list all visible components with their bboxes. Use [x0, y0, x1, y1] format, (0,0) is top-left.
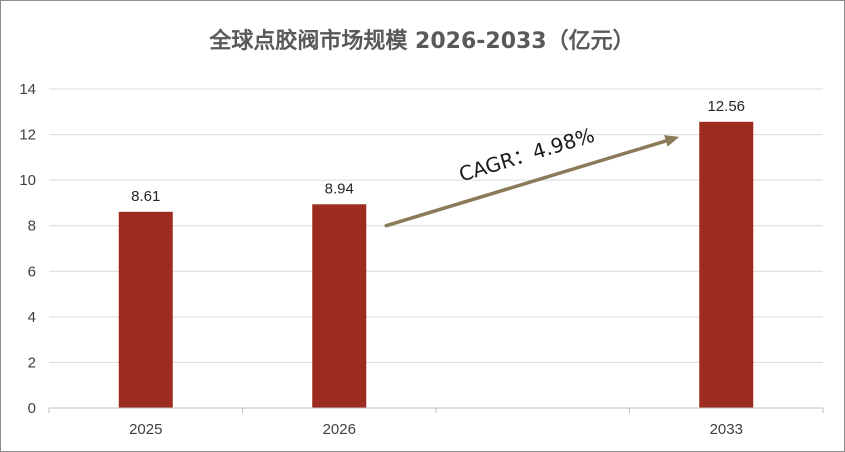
y-tick-label: 0	[28, 400, 36, 417]
chart-title: 全球点胶阀市场规模 2026-2033（亿元）	[208, 28, 634, 54]
y-tick-label: 10	[19, 172, 36, 189]
y-tick-label: 14	[19, 81, 36, 98]
x-axis: 2025 2026 2033	[48, 407, 824, 438]
y-tick-label: 6	[28, 263, 36, 280]
bar	[118, 211, 173, 408]
x-tick-label: 2025	[129, 421, 162, 438]
data-label: 8.61	[131, 188, 160, 205]
data-labels: 8.61 8.94 12.56	[131, 98, 745, 205]
y-axis: 0 2 4 6 8 10 12 14	[19, 81, 36, 417]
y-tick-label: 2	[28, 354, 36, 371]
x-tick-label: 2033	[710, 421, 743, 438]
gridlines	[49, 88, 823, 363]
bar	[699, 121, 754, 408]
cagr-arrowhead	[664, 135, 680, 147]
cagr-annotation: CAGR：4.98%	[384, 123, 680, 228]
data-label: 12.56	[707, 98, 745, 115]
y-tick-label: 8	[28, 218, 36, 235]
cagr-arrow	[384, 139, 668, 228]
bar	[312, 204, 367, 408]
bars	[118, 121, 754, 408]
y-tick-label: 12	[19, 127, 36, 144]
y-tick-label: 4	[28, 309, 36, 326]
x-tick-label: 2026	[323, 421, 356, 438]
data-label: 8.94	[325, 180, 354, 197]
cagr-label: CAGR：4.98%	[456, 123, 597, 187]
